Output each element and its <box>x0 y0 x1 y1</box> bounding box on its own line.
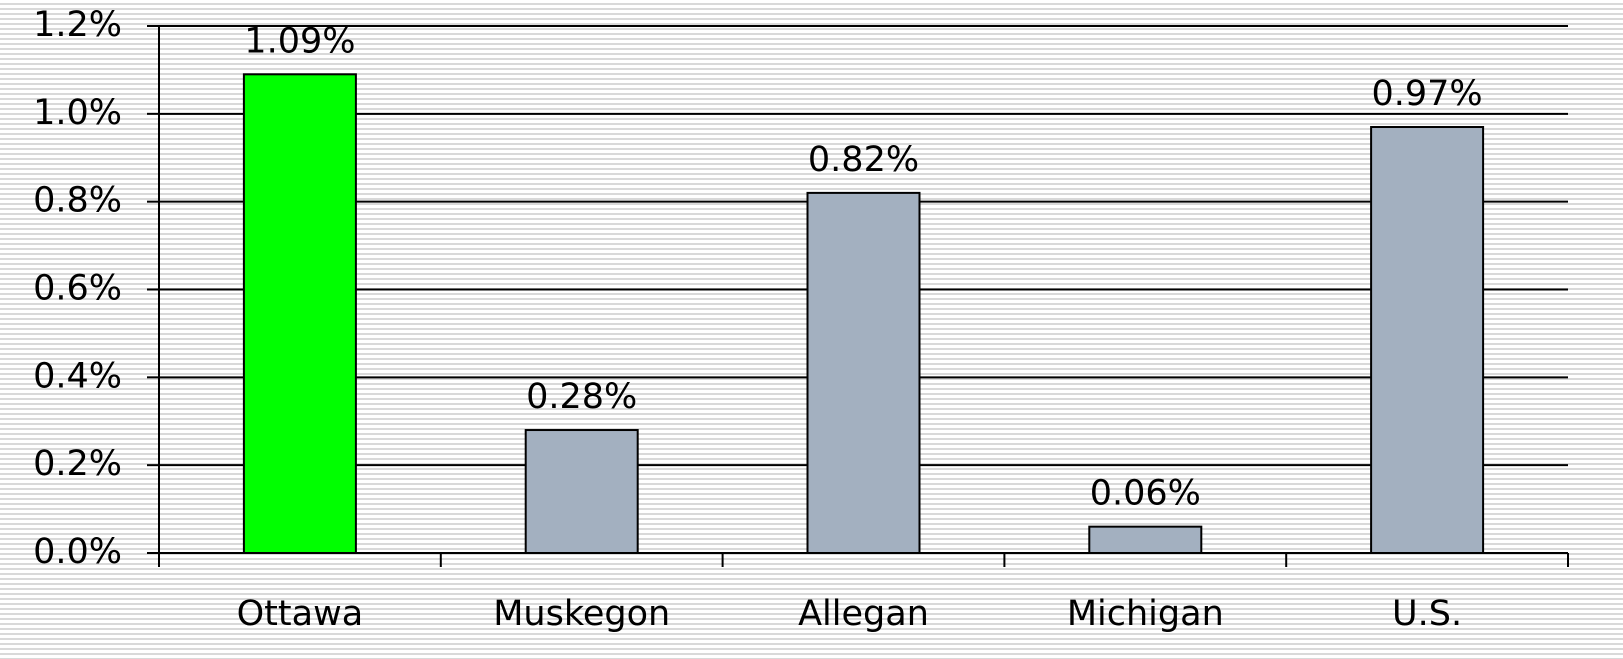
x-tick-label: Ottawa <box>237 594 364 634</box>
value-label: 0.97% <box>1372 74 1483 114</box>
value-label: 0.06% <box>1090 474 1201 514</box>
y-tick-label: 0.4% <box>33 356 122 396</box>
x-tick-label: Allegan <box>798 594 929 634</box>
bar <box>524 429 639 554</box>
y-tick-label: 0.0% <box>33 532 122 572</box>
bar <box>806 191 921 554</box>
bar <box>1370 126 1485 554</box>
value-label: 0.82% <box>808 140 919 180</box>
x-tick-label: Muskegon <box>493 594 670 634</box>
bar <box>1088 525 1203 555</box>
x-tick-label: U.S. <box>1392 594 1462 634</box>
y-tick-label: 1.2% <box>33 5 122 45</box>
bar <box>242 73 357 555</box>
x-tick-label: Michigan <box>1067 594 1224 634</box>
value-label: 1.09% <box>244 21 355 61</box>
y-tick-label: 0.6% <box>33 269 122 309</box>
value-label: 0.28% <box>526 377 637 417</box>
y-tick-label: 0.8% <box>33 181 122 221</box>
y-tick-label: 0.2% <box>33 444 122 484</box>
y-tick-label: 1.0% <box>33 93 122 133</box>
